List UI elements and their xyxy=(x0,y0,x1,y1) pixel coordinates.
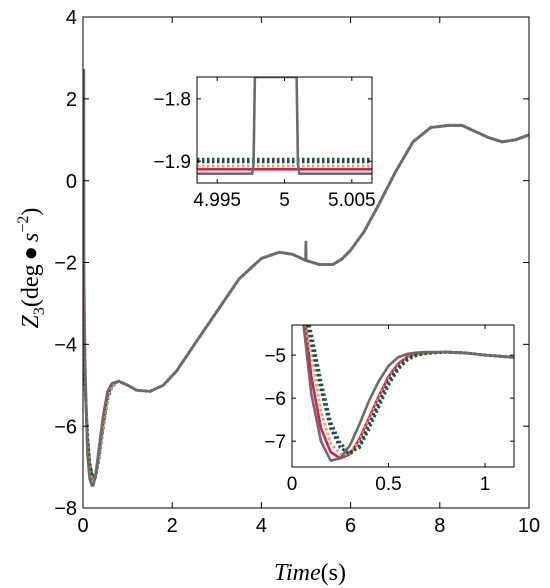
main-y-tick-label: −6 xyxy=(54,416,77,438)
inset-bottom-x-tick-label: 0 xyxy=(287,474,298,495)
inset-top-x-tick-label: 5 xyxy=(279,190,290,211)
x-axis-label-unit: (s) xyxy=(321,560,346,586)
main-x-tick-label: 4 xyxy=(256,515,267,537)
main-series-group xyxy=(83,68,529,487)
inset-bottom-frame xyxy=(291,324,515,468)
main-x-tick-label: 10 xyxy=(518,515,540,537)
inset-bottom-y-tick-label: −7 xyxy=(264,432,286,453)
inset-bottom-zoom: 0 0.5 1 −5 −6 −7 xyxy=(264,324,515,495)
inset-bottom-x-tick-label: 1 xyxy=(480,474,491,495)
inset-bottom-x-tick-label: 0.5 xyxy=(375,474,401,495)
main-series-line-5 xyxy=(83,68,529,487)
y-axis-label-exp: −2 xyxy=(15,216,32,233)
y-axis-label-unit-s: s xyxy=(18,233,44,242)
y-axis-label-var: Z xyxy=(18,314,44,328)
y-axis-label-close: ) xyxy=(18,208,44,216)
inset-bottom-y-tick-label: −5 xyxy=(264,346,286,367)
inset-top-zoom: 4.995 5 5.005 −1.8 −1.9 xyxy=(153,76,376,211)
main-x-tick-label: 0 xyxy=(77,515,88,537)
y-axis-label-sub: 3 xyxy=(31,307,48,315)
main-y-tick-label: 2 xyxy=(66,89,77,111)
y-axis-label: Z3(deg ● s−2) xyxy=(15,208,48,329)
y-axis-label-unit-open: (deg xyxy=(18,264,44,307)
main-x-tick-label: 6 xyxy=(345,515,356,537)
inset-top-x-tick-label: 4.995 xyxy=(193,190,241,211)
inset-top-y-tick-label: −1.9 xyxy=(153,152,191,173)
main-y-tick-label: 0 xyxy=(66,171,77,193)
inset-bottom-background xyxy=(292,325,514,467)
main-x-tick-label: 8 xyxy=(434,515,445,537)
inset-top-series-line-5 xyxy=(197,77,372,175)
y-axis-label-bullet: ● xyxy=(18,246,44,261)
inset-top-x-tick-label: 5.005 xyxy=(328,190,376,211)
main-y-tick-label: −8 xyxy=(54,498,77,520)
main-x-tick-label: 2 xyxy=(167,515,178,537)
x-axis-label: Time(s) xyxy=(274,560,346,586)
inset-bottom-series-line-5 xyxy=(302,325,514,462)
main-y-tick-label: 4 xyxy=(66,7,77,29)
inset-top-series-group xyxy=(197,77,372,175)
inset-top-y-tick-label: −1.8 xyxy=(153,90,191,111)
main-y-tick-label: −4 xyxy=(54,335,77,357)
inset-bottom-series-group xyxy=(302,325,514,462)
inset-bottom-y-tick-label: −6 xyxy=(264,389,286,410)
x-axis-label-var: Time xyxy=(274,560,321,586)
main-y-tick-label: −2 xyxy=(54,253,77,275)
